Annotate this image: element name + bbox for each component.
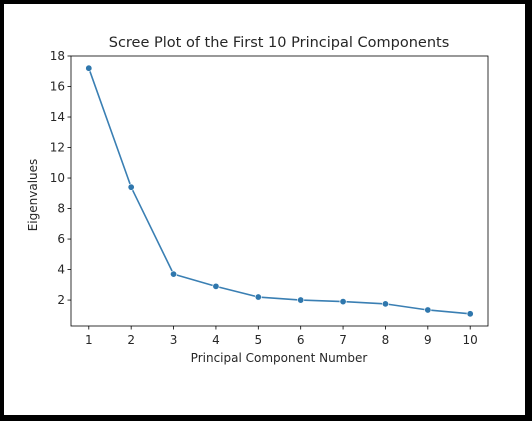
y-tick-label: 8 [57, 202, 65, 216]
data-point [170, 270, 178, 278]
eigenvalue-line [88, 67, 471, 315]
data-point [297, 296, 305, 304]
y-tick-label: 12 [50, 141, 65, 155]
x-tick-label: 4 [212, 333, 220, 347]
y-tick-label: 10 [50, 171, 65, 185]
x-tick-label: 6 [297, 333, 305, 347]
data-point [339, 298, 347, 306]
y-tick-label: 4 [57, 263, 65, 277]
x-tick-label: 5 [254, 333, 262, 347]
x-tick-label: 8 [382, 333, 390, 347]
y-tick-label: 14 [50, 110, 65, 124]
series-group [85, 64, 474, 318]
plot-area [70, 55, 489, 327]
y-tick-label: 18 [50, 49, 65, 63]
data-point [85, 64, 93, 72]
y-tick-label: 6 [57, 232, 65, 246]
scree-plot: Scree Plot of the First 10 Principal Com… [26, 35, 489, 365]
x-axis: 1 2 3 4 5 6 7 8 9 10 [85, 326, 478, 347]
x-tick-label: 2 [127, 333, 135, 347]
data-point [127, 183, 135, 191]
data-point [466, 310, 474, 318]
y-axis: 2 4 6 8 10 12 14 16 18 [50, 49, 71, 307]
x-tick-label: 7 [339, 333, 347, 347]
data-point [424, 306, 432, 314]
chart-title: Scree Plot of the First 10 Principal Com… [109, 35, 450, 51]
x-axis-title: Principal Component Number [191, 351, 368, 365]
x-tick-label: 1 [85, 333, 93, 347]
x-tick-label: 9 [424, 333, 432, 347]
x-tick-label: 10 [463, 333, 478, 347]
data-point [254, 293, 262, 301]
y-tick-label: 2 [57, 293, 65, 307]
data-point [381, 300, 389, 308]
x-tick-label: 3 [170, 333, 178, 347]
data-point [212, 282, 220, 290]
chart-frame: Scree Plot of the First 10 Principal Com… [4, 4, 525, 415]
y-axis-title: Eigenvalues [26, 159, 40, 232]
y-tick-label: 16 [50, 80, 65, 94]
